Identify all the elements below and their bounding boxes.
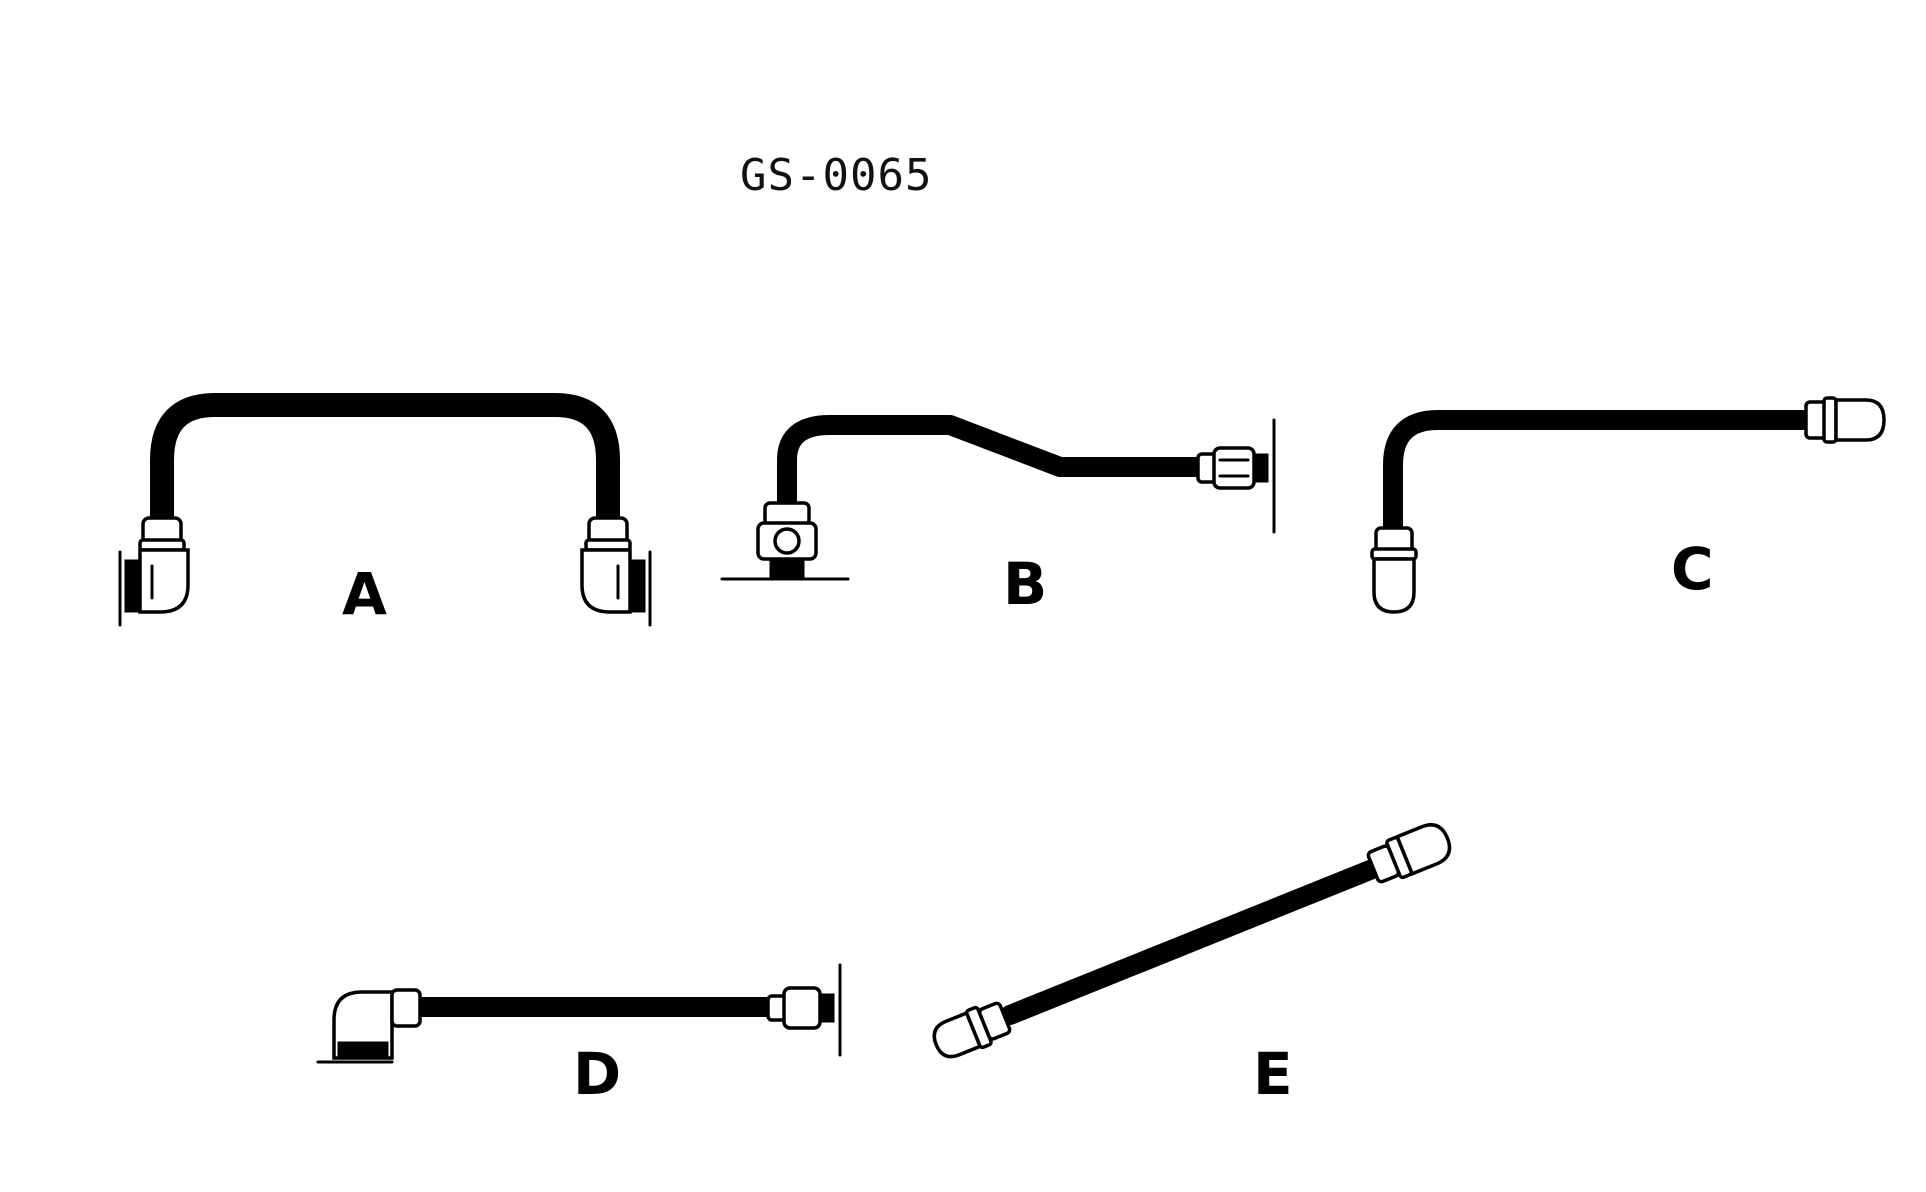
- part-label-a: A: [342, 560, 387, 628]
- part-label-e: E: [1253, 1040, 1293, 1108]
- part-b-drawing: [720, 415, 1276, 581]
- part-d-drawing: [316, 963, 842, 1064]
- part-e-drawing: [932, 823, 1452, 1059]
- part-c-drawing: [1370, 396, 1886, 614]
- part-a-drawing: [118, 393, 652, 627]
- figure-code: GS-0065: [740, 150, 933, 201]
- part-label-d: D: [573, 1040, 622, 1108]
- part-label-b: B: [1003, 550, 1048, 618]
- part-label-c: C: [1671, 535, 1714, 603]
